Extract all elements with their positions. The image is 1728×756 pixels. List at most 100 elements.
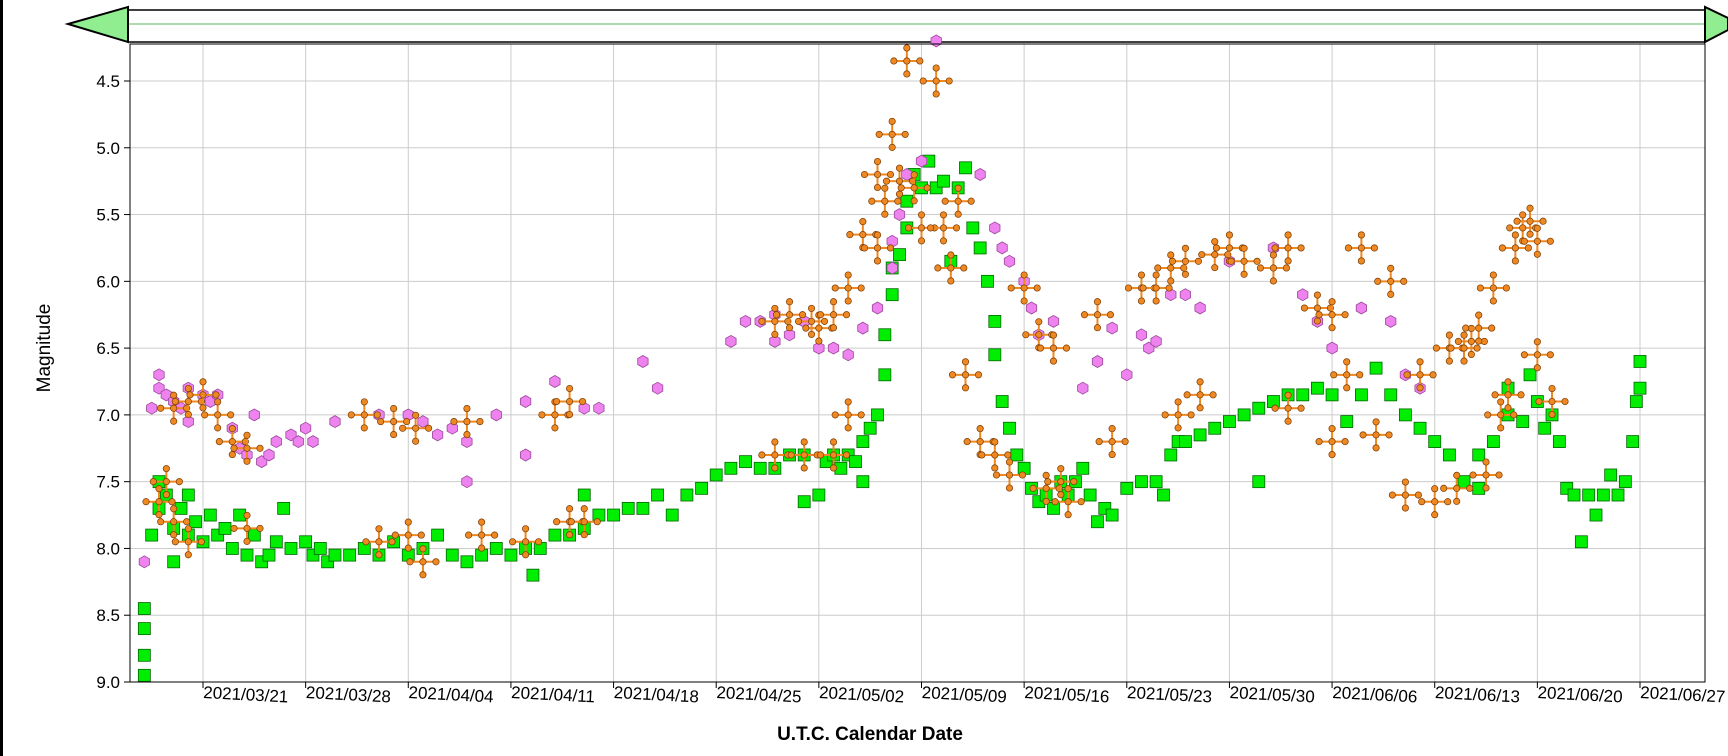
cross-point — [794, 304, 829, 338]
cross-point — [1520, 338, 1554, 372]
cross-point — [1051, 485, 1085, 519]
cross-point — [1183, 378, 1217, 412]
x-tick-label-8: 2021/05/16 — [1024, 683, 1110, 706]
scrollbar-track[interactable] — [127, 9, 1706, 43]
cross-point — [1454, 324, 1488, 358]
square-point — [145, 528, 159, 542]
square-point — [1340, 415, 1354, 428]
hexagon-point — [1135, 328, 1147, 342]
hexagon-point — [593, 401, 605, 415]
square-point — [1633, 381, 1647, 395]
square-point — [137, 622, 151, 635]
cross-point — [171, 525, 205, 559]
hexagon-point — [446, 421, 458, 435]
cross-point — [465, 518, 499, 552]
hexagon-point — [637, 355, 649, 368]
square-point — [709, 468, 723, 482]
square-point — [1567, 488, 1581, 502]
hexagon-point — [329, 415, 341, 429]
square-point — [988, 314, 1002, 328]
y-tick-label-5: 7.0 — [96, 406, 120, 425]
triangle-right-icon-shape[interactable] — [1704, 5, 1728, 44]
square-point — [966, 221, 980, 235]
cross-point — [1044, 465, 1078, 499]
square-point — [680, 488, 694, 502]
cross-point — [1374, 264, 1408, 298]
x-tick-label-4: 2021/04/18 — [613, 683, 699, 706]
square-point — [343, 548, 357, 562]
triangle-left-icon[interactable] — [64, 5, 129, 44]
x-tick-label-0: 2021/03/21 — [203, 683, 289, 706]
cross-point — [362, 525, 396, 559]
square-point — [1208, 421, 1222, 435]
plot-area-frame — [129, 43, 1706, 683]
square-point — [284, 542, 298, 555]
hexagon-point — [915, 154, 928, 168]
cross-point — [377, 405, 411, 439]
hexagon-point — [1150, 334, 1162, 348]
square-point — [1398, 408, 1412, 422]
range-scrollbar[interactable] — [64, 5, 1728, 44]
square-point — [1442, 448, 1456, 462]
square-point — [1157, 488, 1170, 502]
cross-point — [1432, 331, 1466, 365]
cross-point — [1315, 298, 1349, 332]
cross-point — [1440, 471, 1474, 505]
hexagon-point — [299, 421, 312, 435]
square-point — [885, 288, 899, 302]
cross-point — [1080, 298, 1115, 332]
cross-point — [904, 211, 939, 245]
cross-point — [926, 211, 961, 245]
square-point — [1120, 481, 1134, 495]
square-point — [959, 161, 972, 175]
square-point — [167, 555, 181, 569]
cross-point — [890, 44, 924, 78]
square-point — [856, 435, 870, 449]
cross-point — [1227, 244, 1261, 278]
cross-point — [1154, 251, 1188, 285]
hexagon-point — [1355, 301, 1367, 315]
cross-point — [201, 398, 235, 432]
x-tick-label-2: 2021/04/04 — [408, 683, 494, 706]
hexagon-point — [739, 314, 752, 328]
x-tick-label-1: 2021/03/28 — [305, 683, 391, 706]
square-point — [849, 455, 862, 469]
cross-point — [186, 378, 220, 412]
square-point — [665, 508, 679, 522]
cross-point — [934, 251, 968, 285]
cross-point — [1344, 231, 1378, 265]
hexagon-point — [1047, 314, 1060, 328]
square-point — [995, 395, 1009, 408]
square-point — [1003, 421, 1016, 435]
data-series — [137, 34, 1647, 682]
cross-point — [1139, 271, 1173, 305]
cross-point — [831, 398, 865, 432]
square-point — [1428, 435, 1442, 449]
hexagon-point — [153, 368, 165, 382]
square-point — [1296, 388, 1310, 402]
cross-point — [171, 384, 205, 419]
square-point — [1091, 515, 1104, 529]
cross-point — [816, 298, 851, 332]
square-point — [621, 501, 635, 515]
cross-point — [1256, 251, 1290, 285]
cross-point — [347, 398, 381, 432]
cross-point — [450, 405, 484, 439]
cross-point — [897, 171, 931, 205]
grid — [130, 44, 1705, 682]
hexagon-point — [974, 168, 986, 181]
hexagon-point — [461, 435, 473, 449]
hexagon-point — [725, 334, 737, 348]
square-point — [1252, 401, 1266, 415]
square-point — [1369, 361, 1383, 375]
hexagon-point — [490, 408, 502, 422]
cross-point — [1007, 271, 1041, 305]
square-point — [1629, 395, 1643, 408]
square-point — [1325, 388, 1339, 402]
cross-point — [1161, 398, 1195, 432]
y-tick-label-8: 8.5 — [96, 606, 120, 625]
cross-point — [149, 465, 183, 499]
hexagon-point — [520, 448, 532, 462]
square-point — [1552, 435, 1566, 449]
square-point — [981, 274, 994, 288]
